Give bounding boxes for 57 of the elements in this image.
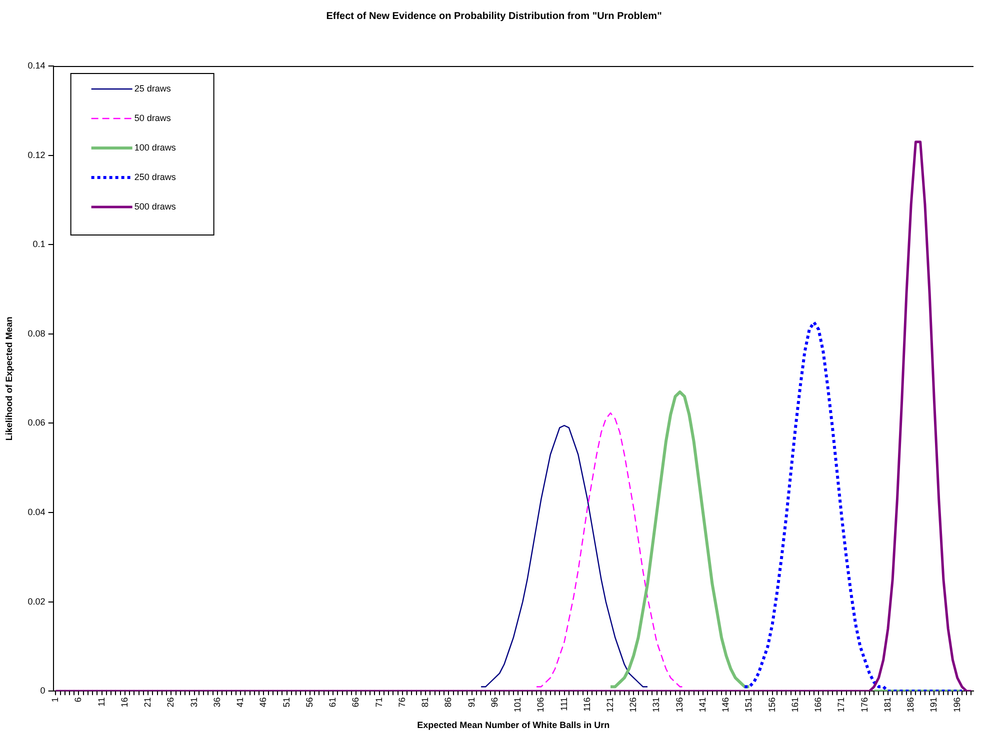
y-tick-label: 0.02 [28,596,46,606]
y-axis-title: Likelihood of Expected Mean [4,316,14,441]
y-tick-label: 0.04 [28,507,46,518]
x-tick-label: 96 [489,697,500,708]
x-tick-label: 121 [605,697,616,712]
x-tick-label: 191 [928,697,939,712]
x-tick-label: 6 [73,697,84,702]
x-tick-label: 86 [443,697,454,708]
x-tick-label: 141 [697,697,708,712]
x-axis-title: Expected Mean Number of White Balls in Urn [417,720,610,730]
x-tick-label: 46 [258,697,268,708]
x-tick-label: 106 [536,697,546,712]
y-tick-label: 0.1 [32,239,46,250]
legend-label: 50 draws [134,112,172,123]
legend-label: 500 draws [134,201,176,212]
x-tick-label: 11 [96,697,106,707]
legend-label: 250 draws [134,172,176,182]
x-tick-label: 66 [350,697,361,708]
x-tick-label: 111 [558,697,569,711]
x-tick-label: 161 [790,697,800,712]
x-tick-label: 101 [512,697,523,712]
x-tick-label: 146 [720,697,731,712]
x-tick-label: 41 [235,697,246,708]
y-tick-label: 0 [40,686,46,696]
x-tick-label: 21 [142,697,153,708]
legend-label: 25 draws [134,83,172,94]
x-tick-label: 186 [906,697,916,712]
x-tick-label: 16 [119,697,130,708]
x-tick-label: 196 [952,697,962,712]
x-tick-label: 171 [836,697,846,712]
x-tick-label: 51 [281,697,292,708]
x-tick-label: 91 [466,697,476,708]
x-tick-label: 166 [813,697,824,712]
x-tick-label: 156 [766,697,777,712]
x-tick-label: 56 [304,697,314,708]
x-tick-label: 76 [396,697,407,708]
y-tick-label: 0.08 [28,328,46,338]
x-tick-label: 176 [859,697,870,712]
x-tick-label: 151 [744,697,754,712]
legend-label: 100 draws [134,142,176,152]
y-tick-label: 0.12 [28,150,46,160]
x-tick-label: 26 [166,697,176,708]
x-tick-label: 61 [328,697,338,708]
x-tick-label: 181 [882,697,892,712]
x-tick-label: 71 [374,697,384,708]
x-tick-label: 1 [50,697,60,702]
x-tick-label: 136 [674,697,684,712]
y-tick-label: 0.14 [28,60,46,70]
x-tick-label: 81 [420,697,430,708]
x-tick-label: 126 [628,697,638,712]
chart-title: Effect of New Evidence on Probability Distribution from "Urn Problem" [326,10,662,22]
x-tick-label: 116 [582,697,592,712]
line-series [743,320,964,692]
x-tick-label: 36 [212,697,222,708]
x-tick-label: 131 [651,697,662,712]
y-tick-label: 0.06 [28,418,46,428]
x-tick-label: 31 [188,697,199,708]
